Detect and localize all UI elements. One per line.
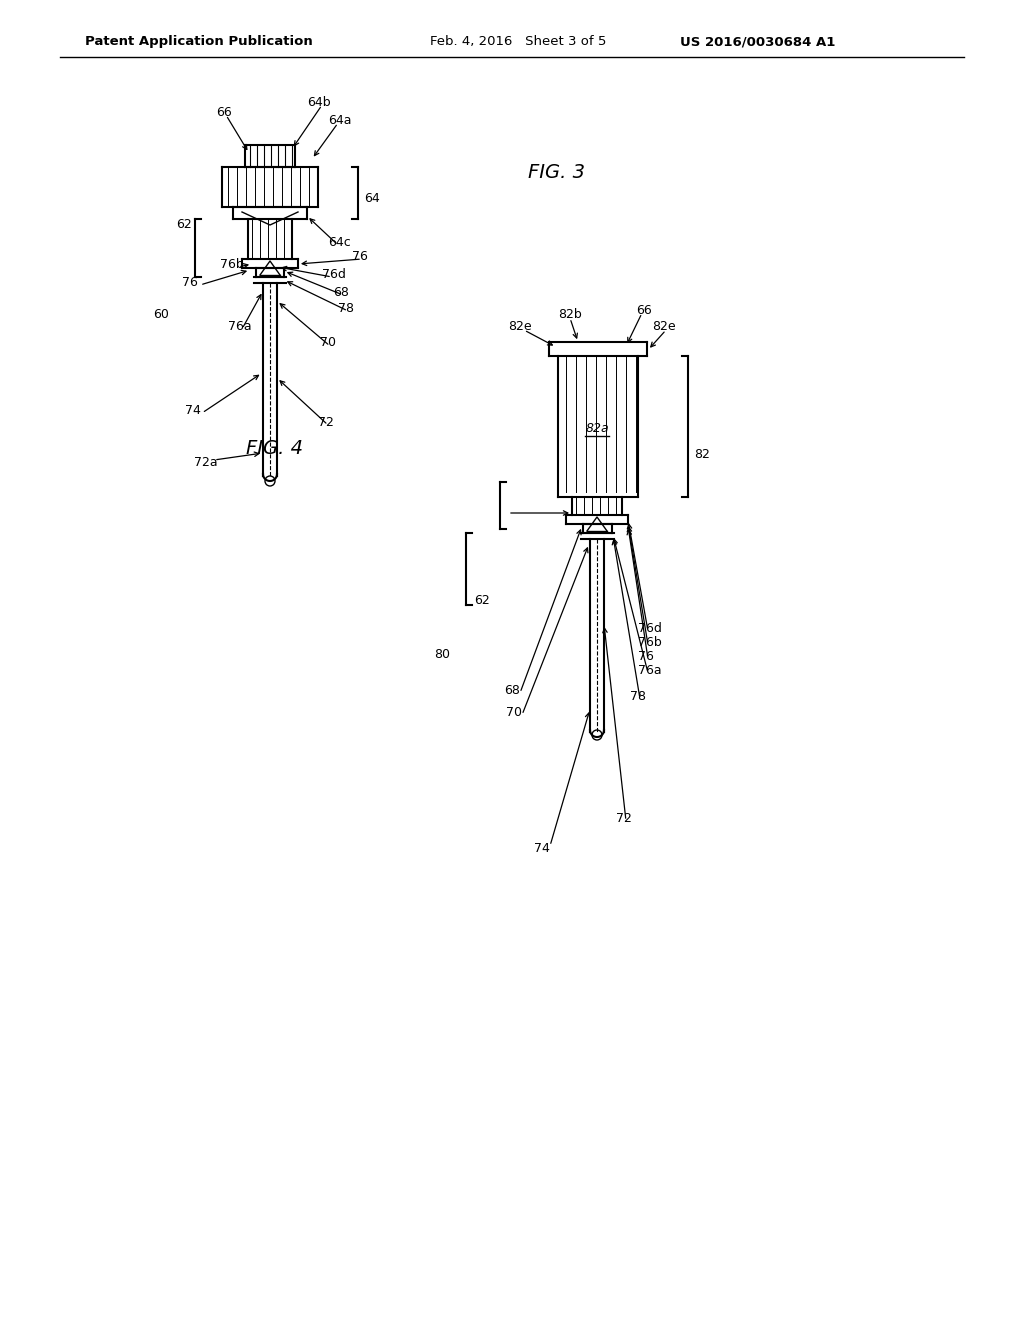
Text: 76: 76 <box>182 276 198 289</box>
Text: 76b: 76b <box>638 635 662 648</box>
Text: 76d: 76d <box>638 622 662 635</box>
Text: 76b: 76b <box>220 257 244 271</box>
Text: 82: 82 <box>694 449 710 462</box>
Text: 66: 66 <box>636 304 651 317</box>
Text: 80: 80 <box>434 648 450 661</box>
Text: 62: 62 <box>176 219 191 231</box>
Text: 82b: 82b <box>558 309 582 322</box>
Text: 64: 64 <box>364 191 380 205</box>
Text: 70: 70 <box>319 337 336 350</box>
Text: 62: 62 <box>474 594 489 606</box>
Text: 68: 68 <box>504 684 520 697</box>
Text: 74: 74 <box>534 842 550 854</box>
Text: 64a: 64a <box>328 114 351 127</box>
Text: 76: 76 <box>638 649 654 663</box>
Text: 72a: 72a <box>194 455 218 469</box>
Text: 82e: 82e <box>508 321 531 334</box>
Text: FIG. 3: FIG. 3 <box>528 162 585 181</box>
Text: 70: 70 <box>506 705 522 718</box>
Text: US 2016/0030684 A1: US 2016/0030684 A1 <box>680 36 836 49</box>
Text: Feb. 4, 2016   Sheet 3 of 5: Feb. 4, 2016 Sheet 3 of 5 <box>430 36 606 49</box>
Text: 82a: 82a <box>585 422 609 436</box>
Text: FIG. 4: FIG. 4 <box>246 438 303 458</box>
Text: 60: 60 <box>153 309 169 322</box>
Text: 76a: 76a <box>638 664 662 676</box>
Text: 64b: 64b <box>307 95 331 108</box>
Text: 72: 72 <box>616 812 632 825</box>
Text: 72: 72 <box>318 416 334 429</box>
Text: 78: 78 <box>630 689 646 702</box>
Text: 68: 68 <box>333 285 349 298</box>
Text: 74: 74 <box>185 404 201 417</box>
Text: Patent Application Publication: Patent Application Publication <box>85 36 312 49</box>
Text: 78: 78 <box>338 301 354 314</box>
Text: 82e: 82e <box>652 321 676 334</box>
Text: 64c: 64c <box>328 235 351 248</box>
Text: 66: 66 <box>216 106 231 119</box>
Text: 76d: 76d <box>322 268 346 281</box>
Text: 76a: 76a <box>228 319 252 333</box>
Text: 76: 76 <box>352 249 368 263</box>
